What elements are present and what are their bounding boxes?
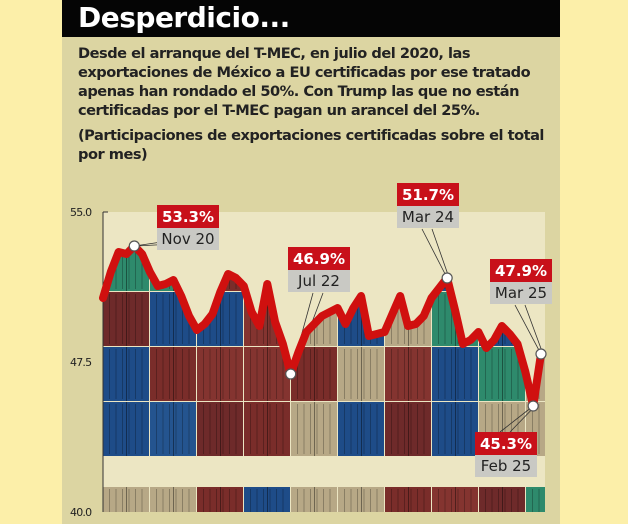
container-block: [150, 347, 196, 401]
date-badge: [475, 455, 537, 477]
container-block: [103, 292, 149, 346]
container-block: [385, 402, 431, 456]
value-badge: [288, 247, 350, 270]
annotation-value: 47.9%: [495, 262, 547, 280]
container-block: [432, 347, 478, 401]
annotation-date: Nov 20: [161, 230, 214, 248]
title-bar: Desperdicio...: [62, 0, 560, 37]
container-block: [479, 487, 525, 512]
annotation-label: 53.3% Nov 20: [157, 205, 219, 250]
container-block: [103, 487, 149, 512]
date-badge: [288, 270, 350, 292]
container-block: [291, 487, 337, 512]
container-block: [244, 487, 290, 512]
container-block: [338, 402, 384, 456]
highlight-point: [535, 348, 547, 360]
date-badge: [157, 228, 219, 250]
annotation-date: Mar 24: [402, 208, 454, 226]
y-tick-label: 40.0: [70, 506, 92, 519]
highlight-point: [285, 368, 297, 380]
container-block: [197, 487, 243, 512]
container-block: [150, 402, 196, 456]
annotation-date: Feb 25: [481, 457, 531, 475]
date-badge: [490, 282, 552, 304]
container-block: [197, 402, 243, 456]
annotation-value: 51.7%: [402, 186, 454, 204]
series-line: [99, 242, 545, 410]
container-block: [150, 487, 196, 512]
container-block: [432, 402, 478, 456]
container-block: [432, 487, 478, 512]
y-tick-label: 47.5: [70, 356, 92, 369]
chart-title: Desperdicio...: [78, 1, 290, 34]
annotation-label: 51.7% Mar 24: [397, 183, 459, 228]
value-badge: [475, 432, 537, 455]
value-badge: [397, 183, 459, 206]
container-block: [103, 347, 149, 401]
annotation-label: 47.9% Mar 25: [490, 259, 552, 304]
container-block: [385, 347, 431, 401]
container-block: [338, 347, 384, 401]
leader-line: [421, 228, 448, 279]
container-block: [338, 487, 384, 512]
annotation-date: Mar 25: [495, 284, 547, 302]
value-badge: [157, 205, 219, 228]
highlight-point: [128, 240, 140, 252]
y-tick-label: 55.0: [70, 206, 92, 219]
container-block: [385, 487, 431, 512]
container-block: [291, 402, 337, 456]
value-badge: [490, 259, 552, 282]
leader-line: [524, 304, 544, 355]
annotation-value: 46.9%: [293, 250, 345, 268]
container-block: [526, 487, 545, 512]
leader-line: [431, 228, 450, 279]
annotation-label: 46.9% Jul 22: [288, 247, 350, 292]
annotation-value: 45.3%: [480, 435, 532, 453]
highlight-point: [441, 272, 453, 284]
leader-line: [499, 405, 534, 433]
container-block: [197, 347, 243, 401]
description: Desde el arranque del T-MEC, en julio de…: [78, 45, 531, 119]
chart-note: (Participaciones de exportaciones certif…: [78, 127, 544, 163]
leader-line: [514, 304, 542, 355]
date-badge: [397, 206, 459, 228]
highlight-point: [527, 400, 539, 412]
annotation-date: Jul 22: [297, 272, 340, 290]
container-block: [244, 402, 290, 456]
annotation-value: 53.3%: [162, 208, 214, 226]
container-block: [103, 402, 149, 456]
annotation-label: 45.3% Feb 25: [475, 432, 537, 477]
